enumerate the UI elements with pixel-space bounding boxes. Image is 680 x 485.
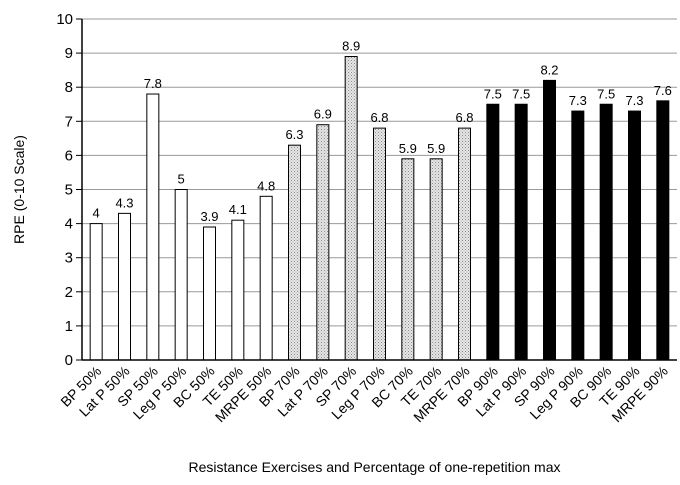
data-label: 7.6 [654,83,672,98]
data-label: 7.5 [512,86,530,101]
y-tick-label: 5 [65,182,73,199]
y-axis-title: RPE (0-10 Scale) [11,135,27,244]
y-tick-label: 2 [65,284,73,301]
data-label: 7.5 [597,86,615,101]
bar [316,124,330,361]
bar [543,79,556,361]
bar [458,127,471,361]
bar [656,100,670,361]
y-tick-label: 8 [65,79,73,96]
x-tick-labels: BP 50%Lat P 50%SP 50%Leg P 50%BC 50%TE 5… [57,363,671,425]
bar [146,93,160,361]
data-label: 4 [93,206,100,221]
bar [231,219,245,361]
data-labels: 4 4.3 7.8 5 3.9 4.1 4.8 6.3 6.9 8.9 6.8 5.9 5.9 6.8 7.… [93,39,672,224]
data-label: 4.1 [229,202,247,217]
data-label: 7.3 [569,93,587,108]
data-label: 7.8 [144,76,162,91]
y-tick-label: 10 [56,11,73,28]
bar [174,189,188,361]
y-tick-label: 1 [65,318,73,335]
bar [373,127,386,361]
y-tick-label: 4 [65,216,73,233]
bar [514,103,528,361]
bar [486,103,500,361]
y-tick-labels: 0 1 2 3 4 5 6 7 8 9 10 [56,11,82,369]
data-label: 7.3 [625,93,643,108]
data-label: 5 [178,172,185,187]
bar [599,103,613,361]
bar [401,158,415,361]
data-label: 6.8 [455,110,473,125]
bar [259,195,273,361]
bar [429,158,443,361]
data-label: 4.3 [115,195,133,210]
y-tick-label: 9 [65,45,73,62]
data-label: 8.2 [540,62,558,77]
x-axis-title: Resistance Exercises and Percentage of o… [189,459,561,475]
y-tick-label: 7 [65,113,73,130]
y-tick-label: 3 [65,250,73,267]
bar [344,56,358,361]
data-label: 6.3 [285,127,303,142]
bar [571,110,585,361]
bar [118,212,131,361]
data-label: 6.9 [314,107,332,122]
data-label: 8.9 [342,39,360,54]
data-label: 4.8 [257,178,275,193]
bar [203,226,216,361]
data-label: 5.9 [399,141,417,156]
data-label: 3.9 [200,209,218,224]
bars [89,56,670,361]
data-label: 5.9 [427,141,445,156]
bar [288,144,301,361]
y-tick-label: 0 [65,352,73,369]
data-label: 7.5 [484,86,502,101]
bar [628,110,641,361]
data-label: 6.8 [370,110,388,125]
bar [89,223,103,361]
y-tick-label: 6 [65,147,73,164]
